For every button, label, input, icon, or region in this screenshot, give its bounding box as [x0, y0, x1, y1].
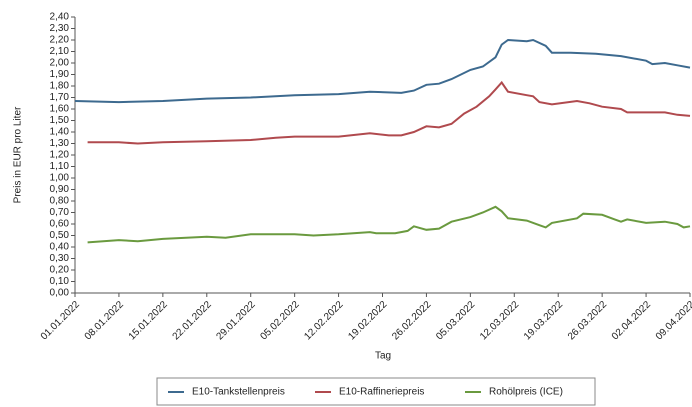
x-tick-label: 22.01.2022 [171, 299, 214, 342]
x-tick-label: 19.03.2022 [522, 299, 565, 342]
y-tick-label: 0,60 [50, 219, 70, 230]
y-tick-label: 1,40 [50, 127, 70, 138]
y-tick-label: 0,30 [50, 253, 70, 264]
y-tick-label: 0,10 [50, 276, 70, 287]
y-tick-label: 2,10 [50, 46, 70, 57]
x-tick-label: 15.01.2022 [127, 299, 170, 342]
y-tick-label: 2,30 [50, 23, 70, 34]
y-tick-label: 0,80 [50, 196, 70, 207]
legend-label: E10-Tankstellenpreis [192, 387, 285, 398]
y-tick-label: 2,20 [50, 35, 70, 46]
y-tick-label: 0,50 [50, 230, 70, 241]
line-series [74, 38, 691, 104]
y-tick-label: 2,40 [50, 12, 70, 23]
legend-box [156, 377, 596, 406]
x-axis-label: Tag [375, 351, 391, 362]
y-tick-label: 0,70 [50, 207, 70, 218]
y-tick-label: 1,30 [50, 138, 70, 149]
y-tick-label: 2,00 [50, 58, 70, 69]
y-tick-label: 1,20 [50, 150, 70, 161]
y-tick-label: 0,00 [50, 288, 70, 299]
legend-label: Rohölpreis (ICE) [489, 387, 563, 398]
legend-label: E10-Raffineriepreis [339, 387, 424, 398]
y-tick-label: 1,80 [50, 81, 70, 92]
y-tick-label: 1,00 [50, 173, 70, 184]
x-tick-label: 01.01.2022 [39, 299, 82, 342]
x-tick-label: 08.01.2022 [83, 299, 126, 342]
y-tick-label: 1,50 [50, 115, 70, 126]
x-tick-label: 05.03.2022 [434, 299, 477, 342]
y-tick-label: 1,90 [50, 69, 70, 80]
line-series [87, 80, 691, 145]
y-tick-label: 1,10 [50, 161, 70, 172]
x-tick-label: 19.02.2022 [346, 299, 389, 342]
y-tick-label: 0,90 [50, 184, 70, 195]
line-series [87, 205, 691, 244]
y-tick-label: 0,40 [50, 242, 70, 253]
x-tick-label: 12.03.2022 [478, 299, 521, 342]
x-tick-label: 26.03.2022 [566, 299, 609, 342]
x-tick-label: 02.04.2022 [610, 299, 653, 342]
y-tick-label: 0,20 [50, 265, 70, 276]
x-tick-label: 29.01.2022 [215, 299, 258, 342]
y-axis-label: Preis in EUR pro Liter [13, 106, 24, 203]
x-tick-label: 26.02.2022 [390, 299, 433, 342]
y-tick-label: 1,70 [50, 92, 70, 103]
x-tick-label: 09.04.2022 [654, 299, 692, 342]
y-tick-label: 1,60 [50, 104, 70, 115]
x-tick-label: 12.02.2022 [302, 299, 345, 342]
x-tick-label: 05.02.2022 [258, 299, 301, 342]
